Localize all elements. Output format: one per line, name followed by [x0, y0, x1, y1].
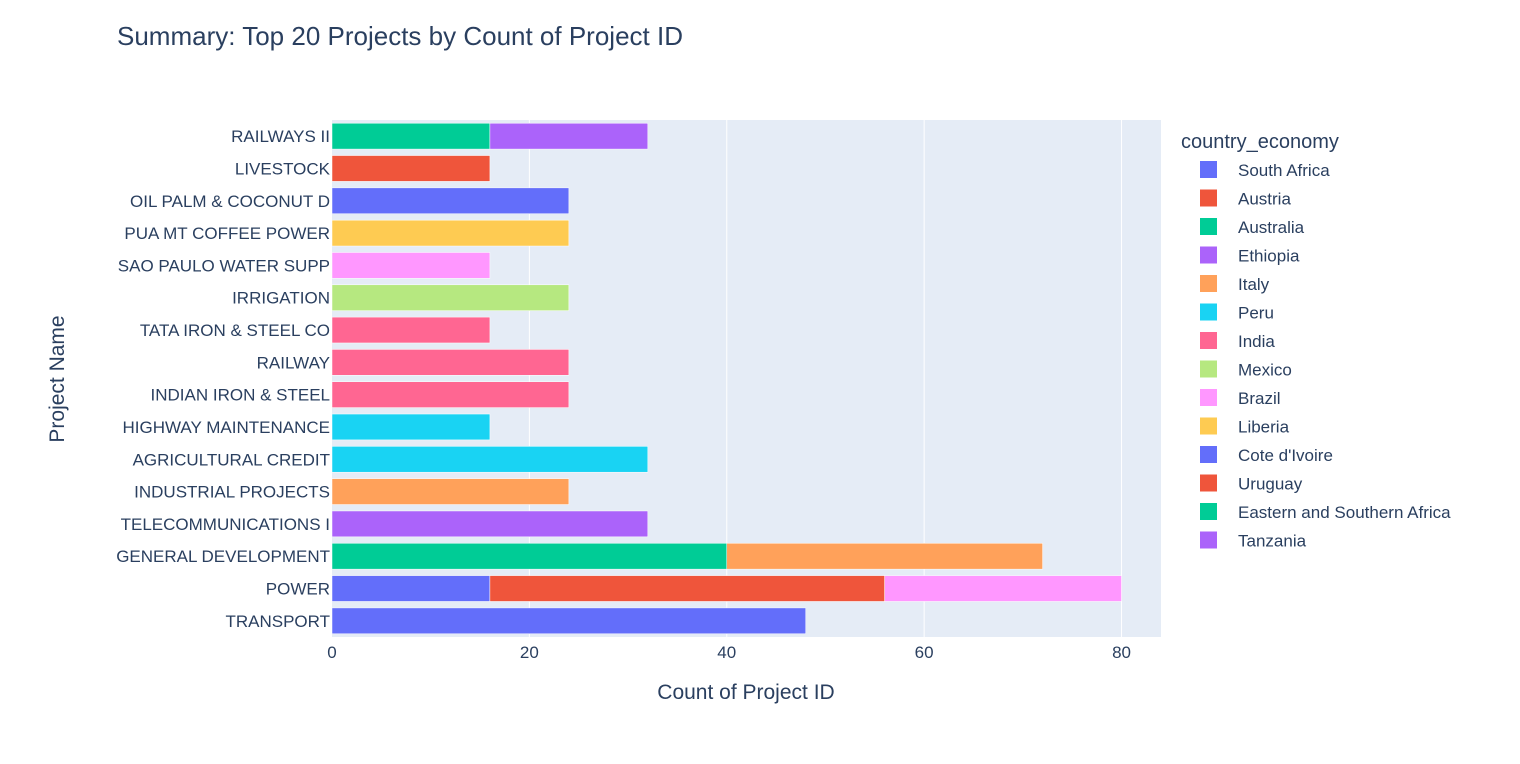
- legend-swatch[interactable]: [1200, 246, 1217, 264]
- bar[interactable]: [331, 122, 491, 150]
- bar[interactable]: [331, 413, 491, 441]
- legend[interactable]: country_economy South Africa Austria Austr…: [1181, 131, 1451, 551]
- legend-label[interactable]: Cote d'Ivoire: [1238, 446, 1333, 465]
- y-tick-label: GENERAL DEVELOPMENT: [116, 547, 330, 566]
- y-tick-label: RAILWAYS II: [231, 127, 330, 146]
- legend-label[interactable]: Ethiopia: [1238, 247, 1300, 266]
- legend-label[interactable]: Austria: [1238, 190, 1291, 209]
- bar[interactable]: [331, 446, 649, 473]
- y-tick-label: SAO PAULO WATER SUPP: [118, 256, 330, 275]
- legend-label[interactable]: Mexico: [1238, 361, 1292, 380]
- y-tick-label: LIVESTOCK: [235, 159, 331, 178]
- chart-title: Summary: Top 20 Projects by Count of Pro…: [117, 21, 683, 51]
- y-tick-label: AGRICULTURAL CREDIT: [133, 450, 330, 469]
- bar[interactable]: [331, 155, 491, 182]
- legend-swatch[interactable]: [1200, 332, 1217, 349]
- y-tick-label: HIGHWAY MAINTENANCE: [123, 418, 330, 437]
- y-tick-label: POWER: [266, 580, 330, 599]
- y-tick-label: IRRIGATION: [232, 289, 330, 308]
- x-tick-label: 0: [327, 643, 336, 662]
- x-tick-label: 80: [1112, 643, 1131, 662]
- legend-label[interactable]: Liberia: [1238, 418, 1290, 437]
- bar[interactable]: [331, 607, 806, 635]
- legend-label[interactable]: India: [1238, 332, 1275, 351]
- bar[interactable]: [331, 381, 570, 408]
- y-tick-label: TATA IRON & STEEL CO: [140, 321, 330, 340]
- legend-label[interactable]: South Africa: [1238, 161, 1330, 180]
- legend-swatch[interactable]: [1200, 474, 1217, 492]
- y-tick-label: INDIAN IRON & STEEL: [151, 386, 330, 405]
- bars: [331, 122, 1122, 635]
- legend-label[interactable]: Eastern and Southern Africa: [1238, 503, 1451, 522]
- legend-swatch[interactable]: [1200, 531, 1217, 549]
- legend-title: country_economy: [1181, 131, 1339, 153]
- bar[interactable]: [331, 543, 728, 570]
- legend-swatch[interactable]: [1200, 275, 1217, 292]
- legend-swatch[interactable]: [1200, 446, 1217, 463]
- y-tick-label: INDUSTRIAL PROJECTS: [134, 483, 330, 502]
- bar[interactable]: [331, 478, 570, 505]
- legend-label[interactable]: Italy: [1238, 275, 1270, 294]
- y-tick-label: TELECOMMUNICATIONS I: [121, 515, 330, 534]
- legend-swatch[interactable]: [1200, 189, 1217, 207]
- bar[interactable]: [489, 122, 649, 150]
- y-tick-label: PUA MT COFFEE POWER: [124, 224, 330, 243]
- x-tick-label: 20: [520, 643, 539, 662]
- legend-label[interactable]: Australia: [1238, 218, 1305, 237]
- legend-swatch[interactable]: [1200, 503, 1217, 520]
- y-tick-labels: RAILWAYS II LIVESTOCK OIL PALM & COCONUT D…: [116, 127, 330, 631]
- legend-swatch[interactable]: [1200, 303, 1217, 321]
- legend-swatch[interactable]: [1200, 360, 1217, 378]
- legend-swatch[interactable]: [1200, 417, 1217, 435]
- y-tick-label: TRANSPORT: [225, 612, 330, 631]
- bar[interactable]: [726, 543, 1043, 570]
- legend-swatch[interactable]: [1200, 218, 1217, 235]
- y-tick-label: OIL PALM & COCONUT D: [130, 192, 330, 211]
- legend-swatch[interactable]: [1200, 161, 1217, 178]
- x-tick-label: 40: [717, 643, 736, 662]
- x-axis-title: Count of Project ID: [657, 681, 834, 704]
- bar[interactable]: [331, 252, 491, 279]
- bar[interactable]: [884, 575, 1122, 602]
- y-axis-title: Project Name: [46, 315, 69, 442]
- bar[interactable]: [331, 284, 570, 311]
- legend-label[interactable]: Peru: [1238, 304, 1274, 323]
- legend-label[interactable]: Uruguay: [1238, 475, 1303, 494]
- bar[interactable]: [331, 187, 570, 214]
- bar[interactable]: [331, 510, 649, 538]
- legend-label[interactable]: Brazil: [1238, 389, 1281, 408]
- bar[interactable]: [331, 219, 570, 247]
- x-tick-labels: 0 20 40 60 80: [327, 643, 1131, 662]
- bar[interactable]: [331, 349, 570, 376]
- legend-swatch[interactable]: [1200, 389, 1217, 406]
- bar[interactable]: [489, 575, 885, 602]
- bar[interactable]: [331, 316, 491, 344]
- legend-label[interactable]: Tanzania: [1238, 532, 1307, 551]
- y-tick-label: RAILWAY: [257, 353, 330, 372]
- bar[interactable]: [331, 575, 491, 602]
- x-tick-label: 60: [915, 643, 934, 662]
